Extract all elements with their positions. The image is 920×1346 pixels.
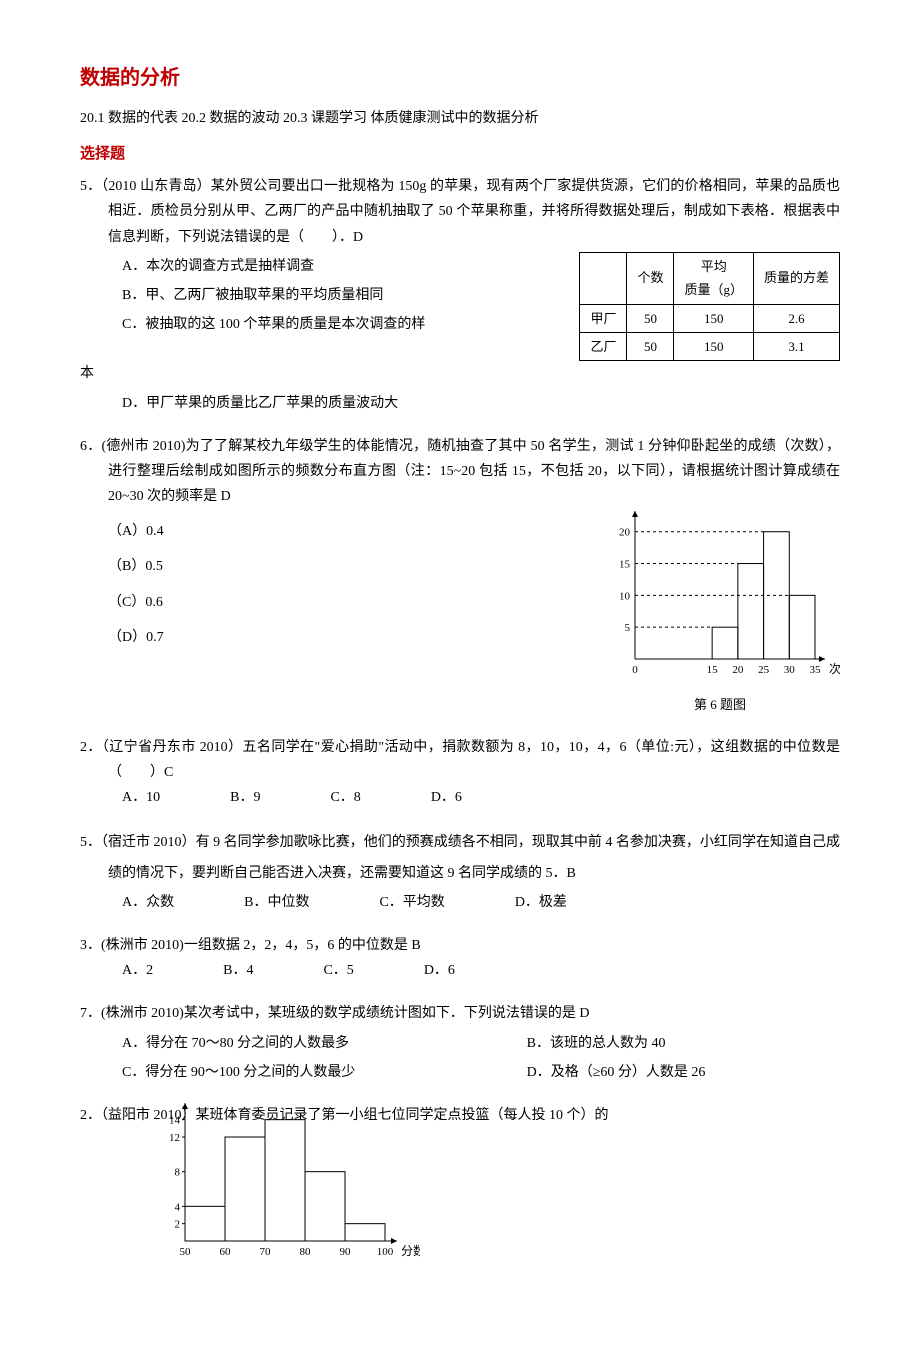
svg-text:50: 50 (180, 1246, 192, 1258)
svg-text:15: 15 (707, 664, 719, 676)
svg-text:人数: 人数 (193, 1101, 217, 1102)
svg-text:100: 100 (377, 1246, 394, 1258)
question-3: 3．(株洲市 2010)一组数据 2，2，4，5，6 的中位数是 B A．2 B… (80, 933, 840, 983)
q2a-stem: 2．（辽宁省丹东市 2010）五名同学在"爱心捐助"活动中，捐款数额为 8，10… (80, 735, 840, 785)
q5a-table-wrap: 个数 平均 质量（g） 质量的方差 甲厂 50 150 2.6 乙厂 50 15… (579, 250, 840, 362)
table-row: 甲厂 50 150 2.6 (580, 304, 840, 332)
q5a-opt-a: A．本次的调查方式是抽样调查 (122, 254, 569, 279)
cell: 乙厂 (580, 332, 627, 360)
q2a-opt-c: C．8 (330, 785, 360, 810)
q5b-opt-c: C．平均数 (379, 890, 444, 915)
q7-opt-d: D．及格（≥60 分）人数是 26 (527, 1060, 872, 1085)
cell: 150 (674, 332, 754, 360)
svg-text:70: 70 (260, 1246, 272, 1258)
subtitle-select: 选择题 (80, 141, 840, 168)
svg-text:20: 20 (732, 664, 744, 676)
svg-text:2: 2 (175, 1219, 181, 1231)
q3-opt-d: D．6 (424, 958, 455, 983)
table-row: 乙厂 50 150 3.1 (580, 332, 840, 360)
th-mass: 平均 质量（g） (674, 252, 754, 304)
cell: 3.1 (753, 332, 839, 360)
q5b-opt-d: D．极差 (515, 890, 567, 915)
q5a-opt-b: B．甲、乙两厂被抽取苹果的平均质量相同 (122, 283, 569, 308)
q3-opt-b: B．4 (223, 958, 253, 983)
table-head-row: 个数 平均 质量（g） 质量的方差 (580, 252, 840, 304)
svg-text:14: 14 (169, 1115, 181, 1127)
svg-text:人数: 人数 (640, 509, 664, 510)
th-blank (580, 252, 627, 304)
q5a-stem: 5．（2010 山东青岛）某外贸公司要出口一批规格为 150g 的苹果，现有两个… (80, 174, 840, 250)
q7-opt-b: B．该班的总人数为 40 (527, 1031, 872, 1056)
svg-text:35: 35 (810, 664, 822, 676)
svg-text:5: 5 (625, 622, 631, 634)
cell: 2.6 (753, 304, 839, 332)
q6-opt-d: （D）0.7 (108, 625, 164, 650)
q2a-opt-a: A．10 (122, 785, 160, 810)
cell: 150 (674, 304, 754, 332)
q6-opt-b: （B）0.5 (108, 554, 164, 579)
q5b-opt-a: A．众数 (122, 890, 174, 915)
cell: 50 (627, 304, 674, 332)
q6-opt-c: （C）0.6 (108, 590, 164, 615)
svg-text:0: 0 (632, 664, 638, 676)
q7-opt-c: C．得分在 90～100 分之间的人数最少 (122, 1060, 467, 1085)
q3-stem: 3．(株洲市 2010)一组数据 2，2，4，5，6 的中位数是 B (80, 933, 840, 958)
q6-caption: 第 6 题图 (600, 693, 840, 716)
q6-histogram: 5 10 15 20 0 15 20 25 30 35 人数次数 (600, 509, 840, 689)
section-head: 20.1 数据的代表 20.2 数据的波动 20.3 课题学习 体质健康测试中的… (80, 106, 840, 131)
q5b-opt-b: B．中位数 (244, 890, 309, 915)
question-7: 7．(株洲市 2010)某次考试中，某班级的数学成绩统计图如下．下列说法错误的是… (80, 1001, 840, 1085)
q5a-opt-c-tail: 本 (80, 361, 840, 386)
svg-text:12: 12 (169, 1132, 180, 1144)
svg-text:4: 4 (175, 1201, 181, 1213)
page-title: 数据的分析 (80, 60, 840, 96)
svg-text:10: 10 (619, 591, 631, 603)
q3-opt-c: C．5 (323, 958, 353, 983)
th-var: 质量的方差 (753, 252, 839, 304)
cell: 50 (627, 332, 674, 360)
svg-text:90: 90 (340, 1246, 352, 1258)
q2a-opt-b: B．9 (230, 785, 260, 810)
svg-text:15: 15 (619, 559, 631, 571)
question-6: 6．(德州市 2010)为了了解某校九年级学生的体能情况，随机抽查了其中 50 … (80, 434, 840, 717)
svg-text:25: 25 (758, 664, 770, 676)
q7-stem: 7．(株洲市 2010)某次考试中，某班级的数学成绩统计图如下．下列说法错误的是… (80, 1001, 840, 1026)
question-2a: 2．（辽宁省丹东市 2010）五名同学在"爱心捐助"活动中，捐款数额为 8，10… (80, 735, 840, 811)
q3-opt-a: A．2 (122, 958, 153, 983)
svg-text:8: 8 (175, 1167, 181, 1179)
th-count: 个数 (627, 252, 674, 304)
q5a-table: 个数 平均 质量（g） 质量的方差 甲厂 50 150 2.6 乙厂 50 15… (579, 252, 840, 362)
cell: 甲厂 (580, 304, 627, 332)
svg-text:分数: 分数 (401, 1243, 420, 1258)
question-5b: 5．（宿迁市 2010）有 9 名同学参加歌咏比赛，他们的预赛成绩各不相同，现取… (80, 828, 840, 915)
question-2b: 2．（益阳市 2010）某班体育委员记录了第一小组七位同学定点投篮（每人投 10… (80, 1103, 840, 1268)
q7-histogram: 2 4 8 12 14 50 60 70 80 90 100 人数分数 (150, 1101, 420, 1271)
svg-text:20: 20 (619, 527, 631, 539)
q5b-stem: 5．（宿迁市 2010）有 9 名同学参加歌咏比赛，他们的预赛成绩各不相同，现取… (80, 828, 840, 890)
q5a-opt-c-pre: C．被抽取的这 100 个苹果的质量是本次调查的样 (122, 312, 569, 337)
svg-text:次数: 次数 (829, 661, 840, 676)
svg-text:60: 60 (220, 1246, 232, 1258)
q2a-opt-d: D．6 (431, 785, 462, 810)
svg-text:80: 80 (300, 1246, 312, 1258)
q7-opt-a: A．得分在 70～80 分之间的人数最多 (122, 1031, 467, 1056)
q5a-opt-d: D．甲厂苹果的质量比乙厂苹果的质量波动大 (122, 391, 840, 416)
question-5a: 5．（2010 山东青岛）某外贸公司要出口一批规格为 150g 的苹果，现有两个… (80, 174, 840, 416)
q7-chart-wrap: 2 4 8 12 14 50 60 70 80 90 100 人数分数 (108, 1101, 420, 1271)
q6-opt-a: （A）0.4 (108, 519, 164, 544)
q6-stem: 6．(德州市 2010)为了了解某校九年级学生的体能情况，随机抽查了其中 50 … (80, 434, 840, 510)
svg-text:30: 30 (784, 664, 796, 676)
q6-chart-wrap: 5 10 15 20 0 15 20 25 30 35 人数次数 第 6 题图 (600, 509, 840, 716)
